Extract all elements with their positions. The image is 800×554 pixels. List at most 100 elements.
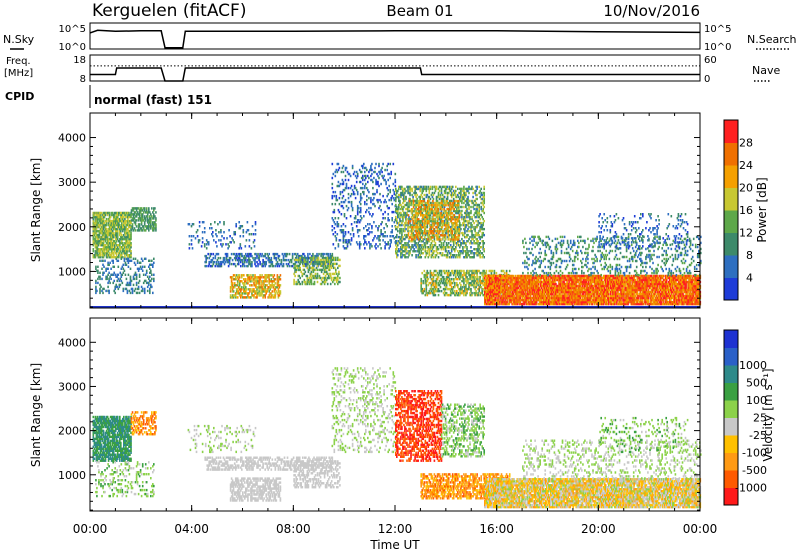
data-cell: [259, 274, 261, 277]
data-cell: [301, 256, 304, 260]
data-cell: [127, 223, 129, 227]
data-cell: [95, 233, 98, 237]
freq-left-tick-label: 8: [80, 74, 86, 85]
data-cell: [259, 252, 261, 256]
data-cell: [150, 213, 152, 216]
data-cell: [409, 229, 411, 233]
data-cell: [98, 229, 101, 233]
data-cell: [330, 254, 333, 258]
data-cell: [226, 260, 229, 264]
data-cell: [402, 254, 404, 257]
data-cell: [255, 276, 257, 279]
data-cell: [234, 276, 237, 279]
data-cell: [217, 260, 220, 264]
data-cell: [363, 235, 365, 238]
data-cell: [273, 288, 276, 291]
data-cell: [122, 250, 124, 253]
data-cell: [148, 277, 150, 281]
data-cell: [92, 215, 95, 219]
data-cell: [374, 235, 376, 238]
data-cell: [372, 202, 374, 206]
data-cell: [247, 276, 249, 279]
data-cell: [105, 269, 107, 273]
data-cell: [299, 282, 302, 286]
data-cell: [119, 227, 121, 231]
data-cell: [103, 221, 106, 225]
data-cell: [137, 267, 140, 271]
data-cell: [205, 239, 208, 242]
data-cell: [396, 205, 398, 209]
data-cell: [294, 266, 296, 270]
data-cell: [116, 248, 119, 251]
data-cell: [480, 205, 483, 209]
data-cell: [470, 287, 472, 291]
data-cell: [401, 252, 403, 255]
data-cell: [276, 274, 279, 277]
data-cell: [342, 235, 345, 238]
data-cell: [392, 235, 395, 238]
data-cell: [302, 268, 305, 272]
data-cell: [97, 254, 100, 257]
data-cell: [371, 231, 373, 234]
data-cell: [138, 229, 141, 232]
data-cell: [359, 196, 362, 200]
data-cell: [195, 231, 198, 234]
data-cell: [356, 219, 359, 222]
data-cell: [399, 223, 401, 227]
data-cell: [437, 210, 439, 213]
data-cell: [308, 276, 311, 280]
data-cell: [443, 195, 446, 199]
data-cell: [192, 235, 195, 238]
data-cell: [321, 252, 323, 256]
data-cell: [100, 211, 103, 215]
data-cell: [207, 252, 210, 256]
data-cell: [243, 256, 245, 260]
data-cell: [119, 223, 121, 227]
data-cell: [92, 229, 95, 233]
data-cell: [111, 213, 114, 217]
data-cell: [260, 292, 262, 295]
data-cell: [381, 174, 383, 178]
data-cell: [306, 262, 309, 266]
data-cell: [350, 239, 353, 242]
data-cell: [241, 294, 243, 297]
data-cell: [239, 225, 242, 228]
data-cell: [468, 229, 470, 233]
data-cell: [217, 252, 220, 256]
data-cell: [336, 233, 339, 236]
data-cell: [252, 233, 255, 236]
data-cell: [94, 250, 97, 253]
data-cell: [241, 254, 243, 258]
data-cell: [98, 240, 101, 243]
data-cell: [331, 254, 334, 258]
data-cell: [427, 200, 429, 203]
data-cell: [102, 271, 104, 275]
data-cell: [122, 263, 125, 267]
data-cell: [137, 281, 140, 285]
data-cell: [216, 258, 219, 262]
data-cell: [130, 215, 132, 219]
data-cell: [276, 286, 279, 289]
data-cell: [257, 292, 259, 295]
data-cell: [255, 290, 257, 293]
data-cell: [278, 290, 281, 293]
data-cell: [107, 240, 110, 243]
data-cell: [143, 223, 146, 226]
data-cell: [250, 262, 252, 266]
data-cell: [124, 225, 126, 229]
data-cell: [359, 186, 362, 190]
data-cell: [236, 284, 239, 287]
data-cell: [347, 206, 350, 210]
data-cell: [242, 235, 245, 238]
data-cell: [356, 192, 359, 196]
data-cell: [290, 264, 293, 268]
data-cell: [128, 281, 131, 285]
data-cell: [247, 278, 249, 281]
data-cell: [118, 283, 121, 287]
data-cell: [316, 254, 318, 258]
data-cell: [138, 261, 141, 265]
data-cell: [260, 290, 262, 293]
data-cell: [400, 195, 402, 199]
data-cell: [266, 252, 269, 256]
data-cell: [338, 166, 341, 170]
